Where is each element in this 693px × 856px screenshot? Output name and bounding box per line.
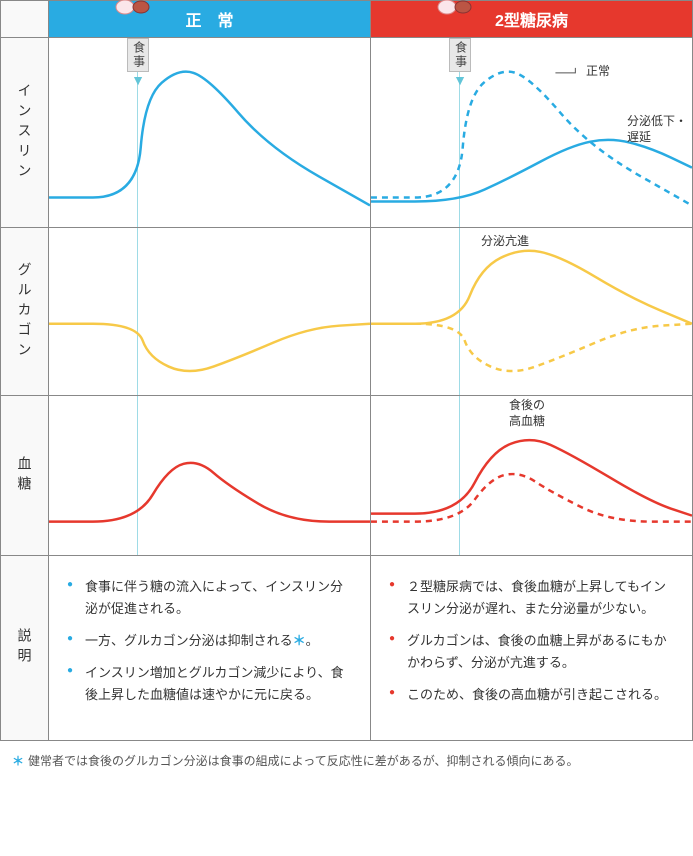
list-item: 食事に伴う糖の流入によって、インスリン分泌が促進される。: [67, 576, 352, 620]
list-item: このため、食後の高血糖が引き起こされる。: [389, 684, 674, 706]
annot-low-delay: 分泌低下・ 遅延: [627, 114, 687, 145]
list-item: ２型糖尿病では、食後血糖が上昇してもインスリン分泌が遅れ、また分泌量が少ない。: [389, 576, 674, 620]
row-glucose: 血糖 食後の 高血糖: [1, 396, 692, 556]
glucagon-t2d-chart: [371, 228, 692, 395]
rowlabel-insulin: インスリン: [1, 38, 49, 227]
annot-hypersecretion: 分泌亢進: [481, 234, 529, 250]
desc-normal-list: 食事に伴う糖の流入によって、インスリン分泌が促進される。 一方、グルカゴン分泌は…: [67, 576, 352, 706]
meal-icon: [115, 0, 151, 20]
glucose-normal-chart: [49, 396, 370, 556]
header-t2d-label: 2型糖尿病: [495, 7, 568, 31]
comparison-figure: 正 常 2型糖尿病 インスリン 食事 ▼: [0, 0, 693, 741]
cell-glucagon-normal: [49, 228, 370, 395]
header-normal-label: 正 常: [185, 7, 233, 31]
desc-t2d-list: ２型糖尿病では、食後血糖が上昇してもインスリン分泌が遅れ、また分泌量が少ない。 …: [389, 576, 674, 706]
header-normal: 正 常: [49, 1, 370, 37]
cell-glucagon-t2d: 分泌亢進: [370, 228, 692, 395]
row-insulin: インスリン 食事 ▼ 食事 ▼: [1, 38, 692, 228]
header-corner: [1, 1, 49, 37]
cell-glucose-t2d: 食後の 高血糖: [370, 396, 692, 555]
row-description: 説明 食事に伴う糖の流入によって、インスリン分泌が促進される。 一方、グルカゴン…: [1, 556, 692, 740]
list-item: インスリン増加とグルカゴン減少により、食後上昇した血糖値は速やかに元に戻る。: [67, 662, 352, 706]
insulin-normal-chart: [49, 38, 370, 227]
glucagon-normal-chart: [49, 228, 370, 395]
header-row: 正 常 2型糖尿病: [1, 1, 692, 38]
annot-normal: 正常: [586, 64, 610, 80]
footnote-text: 健常者では食後のグルカゴン分泌は食事の組成によって反応性に差があるが、抑制される…: [28, 754, 578, 768]
cell-insulin-t2d: 食事 ▼ 正常 分泌低下・ 遅延: [370, 38, 692, 227]
header-t2d: 2型糖尿病: [370, 1, 692, 37]
list-item: 一方、グルカゴン分泌は抑制される＊。: [67, 630, 352, 652]
meal-icon: [437, 0, 473, 20]
rowlabel-glucagon: グルカゴン: [1, 228, 49, 395]
cell-insulin-normal: 食事 ▼: [49, 38, 370, 227]
asterisk-icon: ＊: [12, 754, 28, 768]
row-glucagon: グルカゴン 分泌亢進: [1, 228, 692, 396]
list-item: グルカゴンは、食後の血糖上昇があるにもかかわらず、分泌が亢進する。: [389, 630, 674, 674]
rowlabel-glucose: 血糖: [1, 396, 49, 555]
desc-normal: 食事に伴う糖の流入によって、インスリン分泌が促進される。 一方、グルカゴン分泌は…: [49, 556, 370, 740]
desc-t2d: ２型糖尿病では、食後血糖が上昇してもインスリン分泌が遅れ、また分泌量が少ない。 …: [370, 556, 692, 740]
footnote: ＊健常者では食後のグルカゴン分泌は食事の組成によって反応性に差があるが、抑制され…: [0, 741, 693, 785]
rowlabel-desc: 説明: [1, 556, 49, 740]
cell-glucose-normal: [49, 396, 370, 555]
annot-postprandial: 食後の 高血糖: [509, 398, 545, 429]
